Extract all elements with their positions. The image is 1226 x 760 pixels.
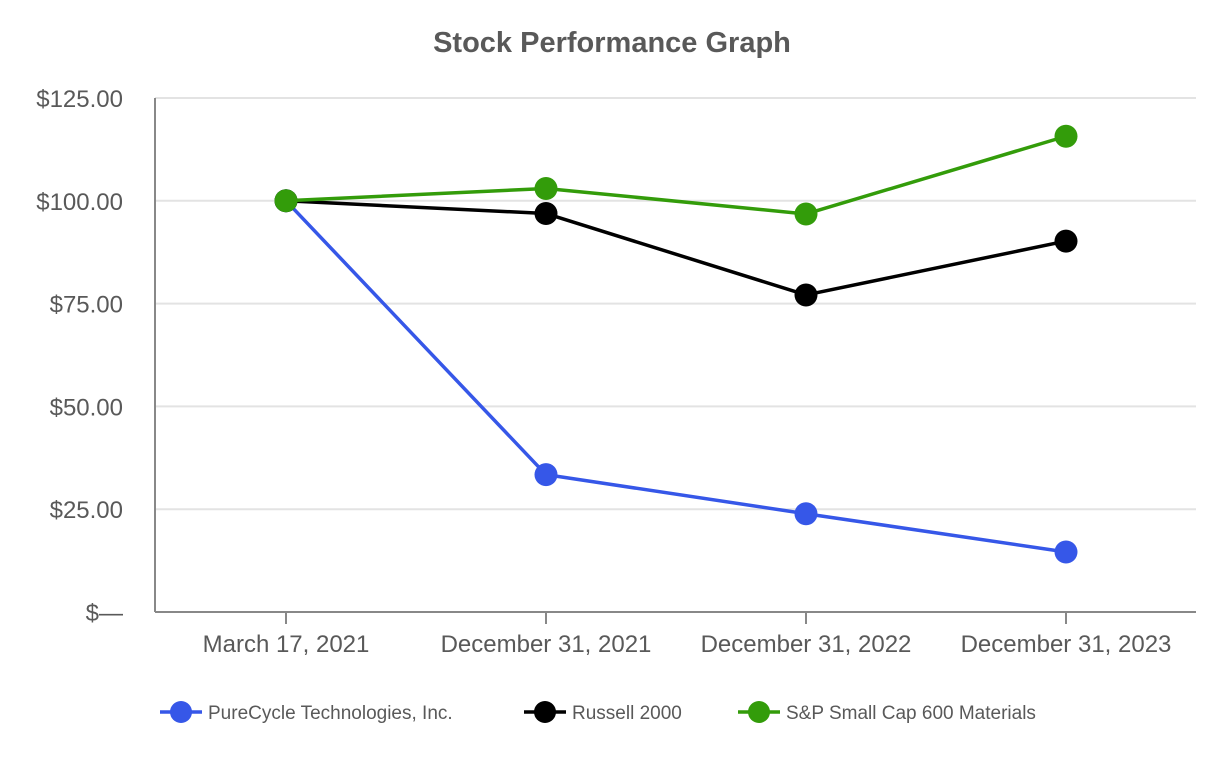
x-tick-label: December 31, 2023 bbox=[961, 631, 1172, 658]
series-group bbox=[274, 189, 1078, 307]
data-point bbox=[534, 202, 558, 226]
legend-marker-swatch bbox=[748, 701, 770, 723]
y-tick-label: $25.00 bbox=[50, 497, 123, 524]
y-tick-label: $125.00 bbox=[36, 86, 123, 113]
gridlines bbox=[155, 97, 1196, 511]
x-axis-ticks: March 17, 2021 December 31, 2021 December … bbox=[203, 612, 1172, 658]
data-point bbox=[1054, 229, 1078, 253]
series-line bbox=[284, 199, 1067, 554]
data-point bbox=[794, 202, 818, 226]
legend-marker-swatch bbox=[534, 701, 556, 723]
data-point bbox=[794, 502, 818, 526]
series-line bbox=[285, 134, 1067, 216]
legend-label: S&P Small Cap 600 Materials bbox=[786, 703, 1036, 724]
axes bbox=[154, 98, 1196, 613]
series-group bbox=[274, 124, 1078, 226]
chart-title: Stock Performance Graph bbox=[433, 27, 791, 59]
series-group bbox=[274, 189, 1078, 564]
series-lines bbox=[274, 124, 1078, 564]
x-tick-label: December 31, 2022 bbox=[701, 631, 912, 658]
data-point bbox=[274, 189, 298, 213]
y-axis-ticks: $— $25.00 $50.00 $75.00 $100.00 $125.00 bbox=[36, 86, 123, 627]
y-tick-label: $— bbox=[86, 600, 123, 627]
data-point bbox=[1054, 124, 1078, 148]
data-point bbox=[1054, 540, 1078, 564]
legend-label: Russell 2000 bbox=[572, 703, 682, 724]
data-point bbox=[534, 463, 558, 487]
legend-item: PureCycle Technologies, Inc. bbox=[160, 701, 453, 724]
data-point bbox=[794, 283, 818, 307]
legend-label: PureCycle Technologies, Inc. bbox=[208, 703, 453, 724]
y-tick-label: $75.00 bbox=[50, 292, 123, 319]
y-tick-label: $100.00 bbox=[36, 189, 123, 216]
legend-marker-swatch bbox=[170, 701, 192, 723]
legend-item: Russell 2000 bbox=[524, 701, 682, 724]
x-tick-label: March 17, 2021 bbox=[203, 631, 370, 658]
y-tick-label: $50.00 bbox=[50, 394, 123, 421]
x-tick-label: December 31, 2021 bbox=[441, 631, 652, 658]
series-line bbox=[285, 199, 1067, 297]
data-point bbox=[534, 176, 558, 200]
legend: PureCycle Technologies, Inc. Russell 2000… bbox=[160, 701, 1036, 724]
legend-item: S&P Small Cap 600 Materials bbox=[738, 701, 1036, 724]
